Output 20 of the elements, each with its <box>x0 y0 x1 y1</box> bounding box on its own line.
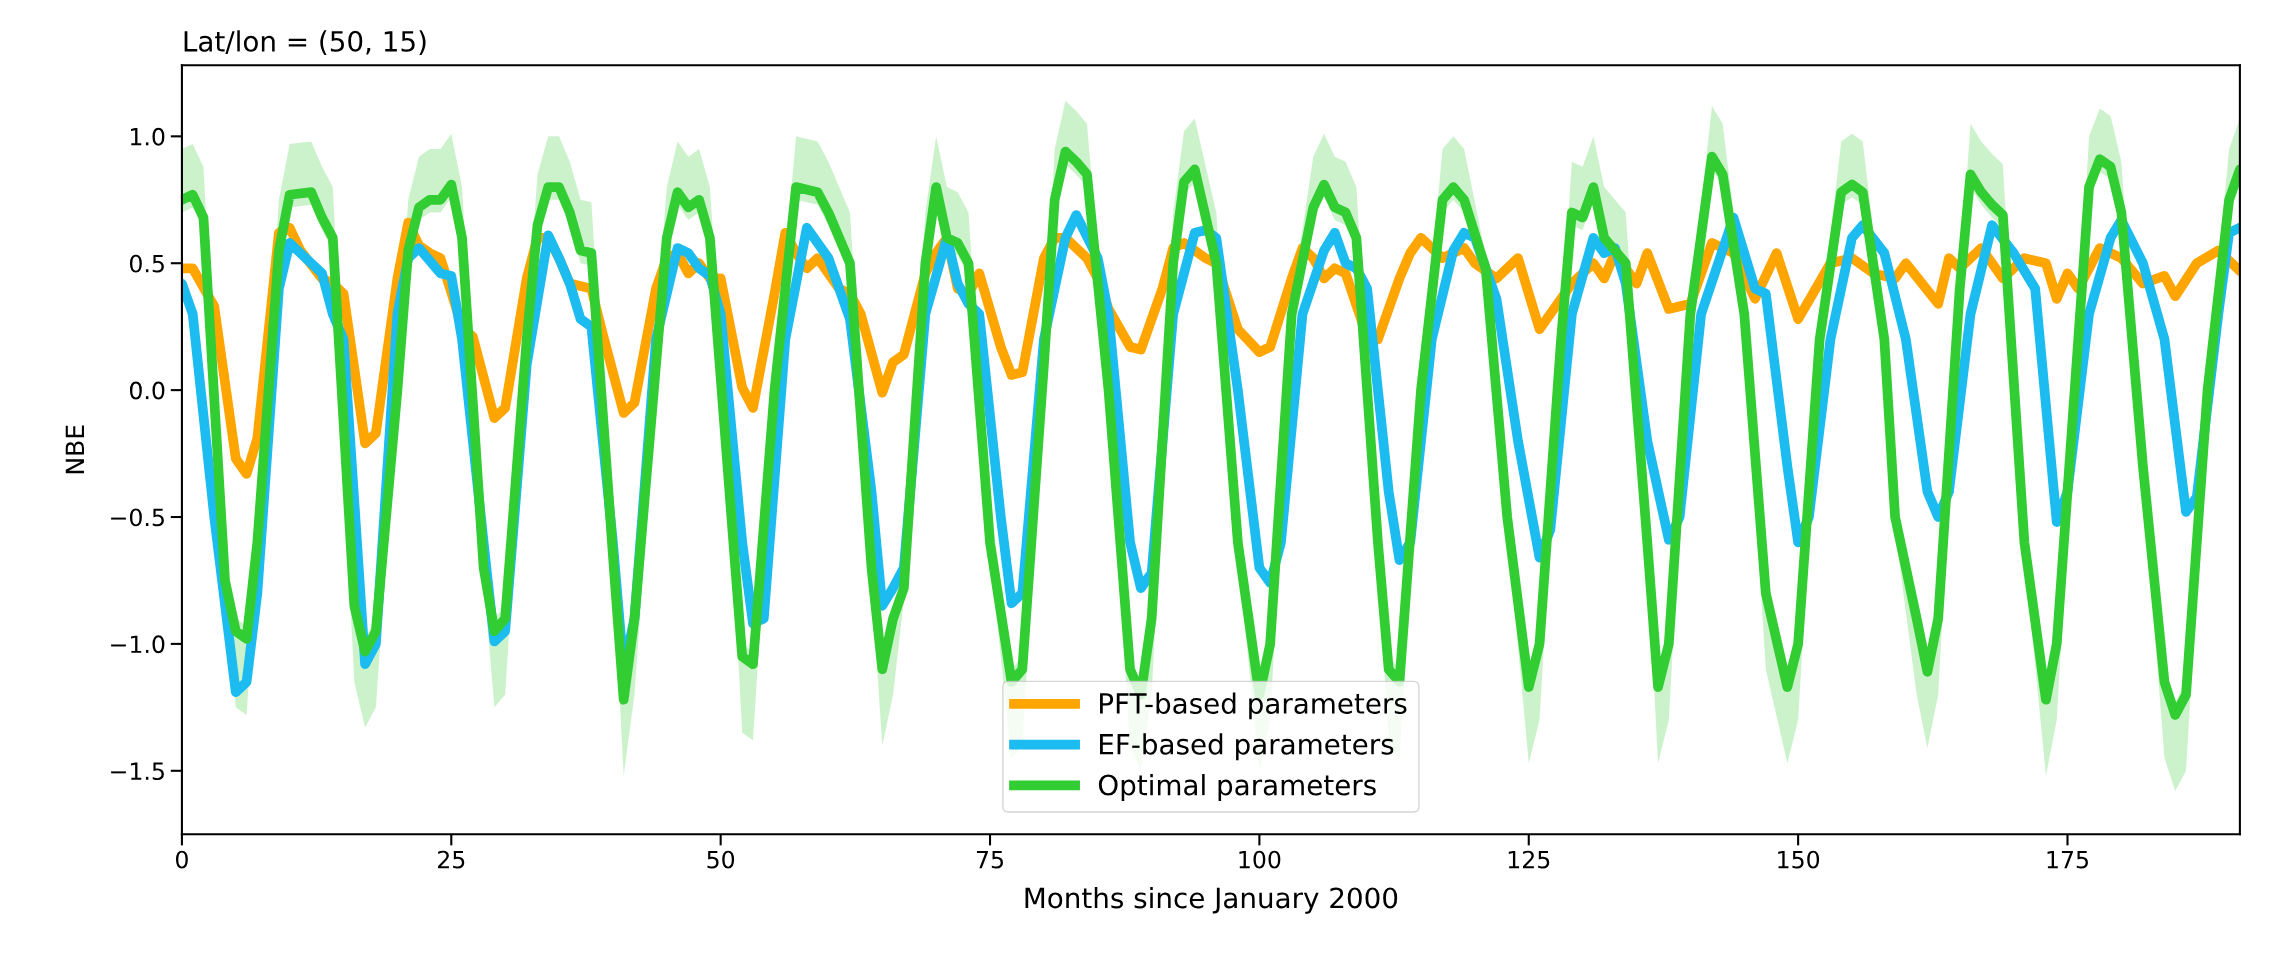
y-tick-label: −0.5 <box>111 508 164 527</box>
x-tick-label: 150 <box>1778 850 1820 869</box>
legend-label: Optimal parameters <box>1098 774 1376 801</box>
x-tick-label: 100 <box>1239 850 1281 869</box>
y-tick-label: −1.5 <box>111 762 164 781</box>
legend-label: PFT-based parameters <box>1100 692 1407 720</box>
x-tick-label: 175 <box>2047 850 2088 869</box>
y-tick-label: 1.0 <box>130 127 165 146</box>
x-tick-label: 125 <box>1508 850 1550 869</box>
y-axis-title: NBE <box>65 425 84 474</box>
legend-label: EF-based parameters <box>1100 733 1394 761</box>
chart-title: Lat/lon = (50, 15) <box>184 30 426 56</box>
x-tick-label: 50 <box>707 850 735 869</box>
x-tick-label: 75 <box>976 850 1003 869</box>
x-tick-label: 0 <box>175 850 188 869</box>
y-tick-label: 0.5 <box>129 254 164 273</box>
x-axis-title: Months since January 2000 <box>1025 886 1398 914</box>
y-tick-label: −1.0 <box>111 635 165 654</box>
y-tick-label: 0.0 <box>129 381 165 400</box>
x-tick-label: 25 <box>438 850 465 869</box>
